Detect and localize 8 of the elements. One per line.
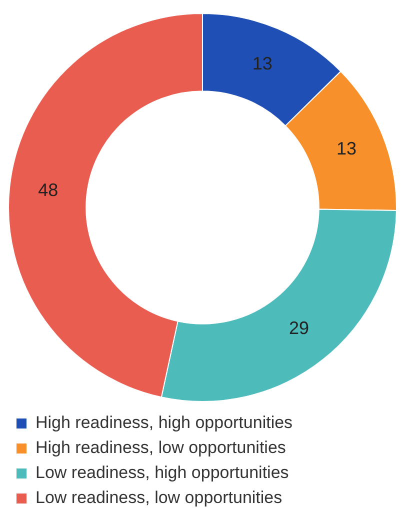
data-label: 13 bbox=[252, 53, 272, 74]
legend-label: Low readiness, low opportunities bbox=[36, 488, 282, 508]
data-label: 29 bbox=[288, 318, 310, 338]
data-label: 13 bbox=[336, 138, 357, 159]
legend-label: High readiness, high opportunities bbox=[36, 413, 293, 432]
data-label: 48 bbox=[38, 180, 58, 200]
legend-label: High readiness, low opportunities bbox=[36, 438, 286, 458]
legend-label: Low readiness, high opportunities bbox=[36, 463, 289, 482]
